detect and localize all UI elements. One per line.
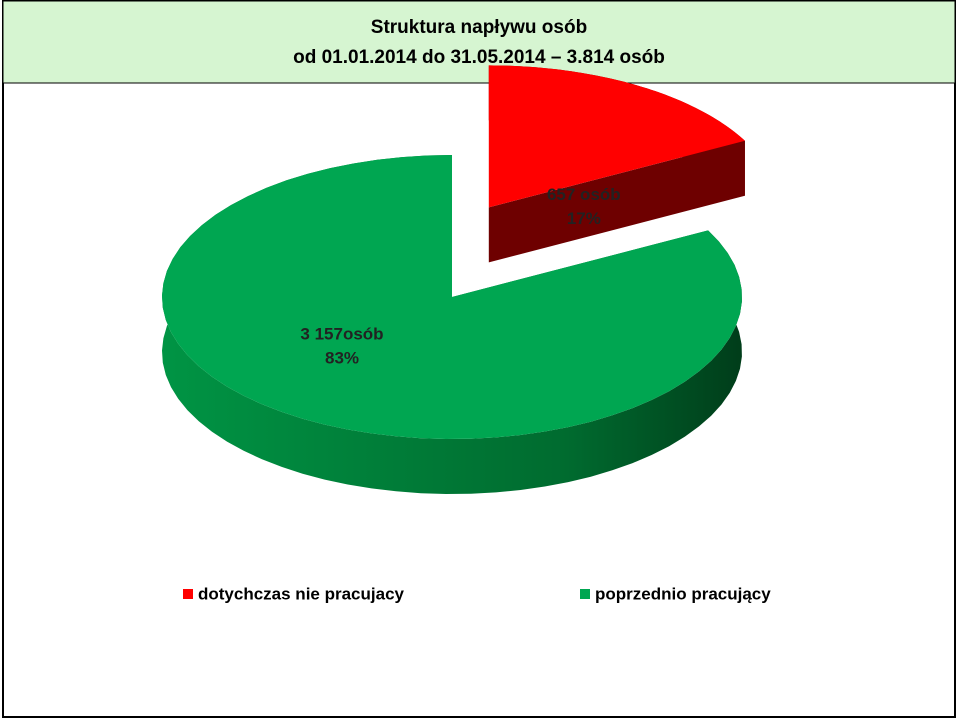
legend: dotychczas nie pracujacy poprzednio pracu… <box>183 584 771 603</box>
slice-wall <box>488 140 745 263</box>
slice <box>162 155 742 439</box>
data-label: 657 osób <box>547 185 621 204</box>
data-label: 83% <box>325 348 359 367</box>
labels: 3 157osób 83% 657 osób 17% <box>300 185 620 368</box>
title-band <box>2 0 956 84</box>
legend-swatch <box>580 589 590 599</box>
pie <box>162 65 745 494</box>
legend-label: dotychczas nie pracujacy <box>198 584 405 603</box>
data-label: 3 157osób <box>300 324 383 343</box>
chart-title: Struktura napływu osób <box>371 17 587 38</box>
data-label: 17% <box>567 209 601 228</box>
legend-swatch <box>183 589 193 599</box>
slice <box>488 65 745 208</box>
legend-label: poprzednio pracujący <box>595 584 771 603</box>
chart-subtitle: od 01.01.2014 do 31.05.2014 – 3.814 osób <box>293 47 665 68</box>
